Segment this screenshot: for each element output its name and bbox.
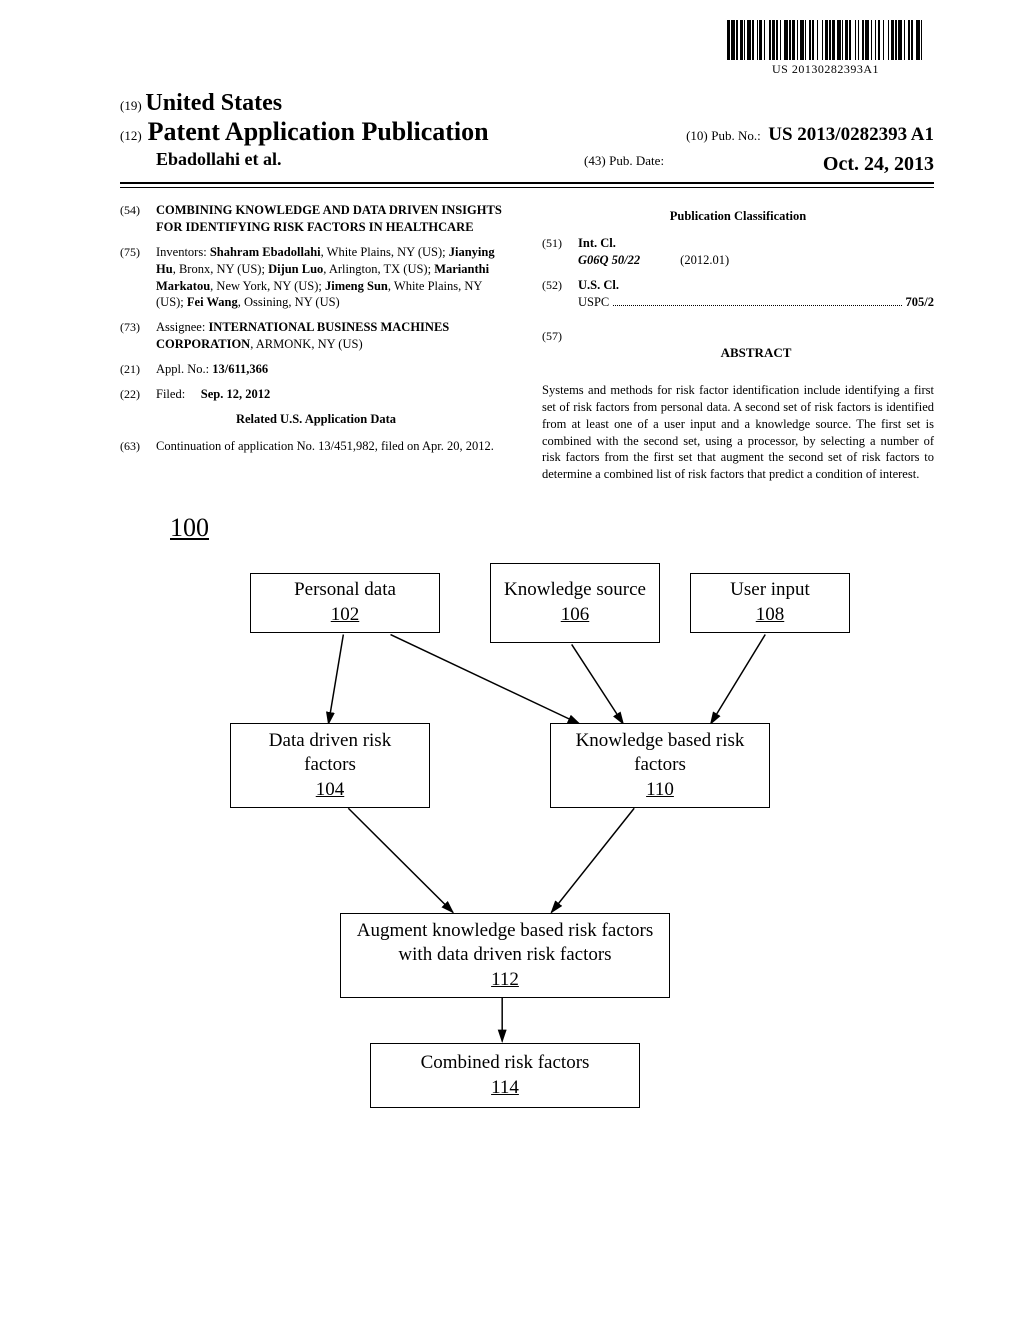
assignee-location: , ARMONK, NY (US) — [250, 337, 362, 351]
barcode-text: US 20130282393A1 — [727, 62, 924, 77]
us-cl-entry: (52) U.S. Cl. USPC 705/2 — [542, 277, 934, 311]
related-data-heading: Related U.S. Application Data — [120, 411, 512, 428]
assignee-label: Assignee: — [156, 320, 205, 334]
code-73: (73) — [120, 319, 156, 353]
abstract-entry: (57) ABSTRACT — [542, 328, 934, 374]
inventors-list: Shahram Ebadollahi, White Plains, NY (US… — [156, 245, 495, 310]
uspc-label: USPC — [578, 294, 609, 311]
code-57: (57) — [542, 328, 578, 374]
bibliographic-columns: (54) COMBINING KNOWLEDGE AND DATA DRIVEN… — [120, 202, 934, 483]
abstract-text: Systems and methods for risk factor iden… — [542, 382, 934, 483]
country-name: United States — [145, 90, 282, 116]
pub-date-label: Pub. Date: — [609, 153, 664, 168]
continuation-text: Continuation of application No. 13/451,9… — [156, 438, 512, 455]
title-entry: (54) COMBINING KNOWLEDGE AND DATA DRIVEN… — [120, 202, 512, 236]
flowchart-node-114: Combined risk factors114 — [370, 1043, 640, 1108]
code-21: (21) — [120, 361, 156, 378]
continuation-entry: (63) Continuation of application No. 13/… — [120, 438, 512, 455]
code-22: (22) — [120, 386, 156, 403]
barcode-block: US 20130282393A1 — [727, 20, 924, 77]
pub-date-value: Oct. 24, 2013 — [823, 153, 934, 176]
inventors-entry: (75) Inventors: Shahram Ebadollahi, Whit… — [120, 244, 512, 312]
code-75: (75) — [120, 244, 156, 312]
publication-type: Patent Application Publication — [148, 117, 489, 147]
pub-no-value: US 2013/0282393 A1 — [768, 124, 934, 145]
us-cl-label: U.S. Cl. — [578, 278, 619, 292]
flowchart-node-102: Personal data102 — [250, 573, 440, 633]
code-63: (63) — [120, 438, 156, 455]
code-43: (43) — [584, 153, 606, 168]
code-19: (19) — [120, 98, 142, 113]
author-names: Ebadollahi et al. — [156, 149, 282, 170]
filed-entry: (22) Filed: Sep. 12, 2012 — [120, 386, 512, 403]
pub-classification-heading: Publication Classification — [542, 208, 934, 225]
int-cl-entry: (51) Int. Cl. G06Q 50/22 (2012.01) — [542, 235, 934, 269]
inventors-label: Inventors: — [156, 245, 207, 259]
flowchart-node-104: Data driven risk factors104 — [230, 723, 430, 808]
code-52: (52) — [542, 277, 578, 311]
flowchart-node-106: Knowledge source106 — [490, 563, 660, 643]
int-cl-class: G06Q 50/22 — [578, 252, 640, 269]
header-rule-thick — [120, 182, 934, 184]
barcode-graphic — [727, 20, 924, 60]
code-10: (10) — [686, 128, 708, 143]
code-51: (51) — [542, 235, 578, 269]
filed-value: Sep. 12, 2012 — [201, 387, 270, 401]
right-column: Publication Classification (51) Int. Cl.… — [542, 202, 934, 483]
appl-no-entry: (21) Appl. No.: 13/611,366 — [120, 361, 512, 378]
flowchart-node-112: Augment knowledge based risk factors wit… — [340, 913, 670, 998]
code-12: (12) — [120, 128, 142, 144]
invention-title: COMBINING KNOWLEDGE AND DATA DRIVEN INSI… — [156, 202, 512, 236]
uspc-dots — [613, 305, 901, 306]
int-cl-label: Int. Cl. — [578, 236, 616, 250]
pub-no-label: Pub. No.: — [711, 128, 760, 143]
int-cl-date: (2012.01) — [680, 252, 729, 269]
uspc-value: 705/2 — [906, 294, 934, 311]
document-header: (19) United States (12) Patent Applicati… — [120, 90, 934, 188]
left-column: (54) COMBINING KNOWLEDGE AND DATA DRIVEN… — [120, 202, 512, 483]
assignee-entry: (73) Assignee: INTERNATIONAL BUSINESS MA… — [120, 319, 512, 353]
header-rule-thin — [120, 187, 934, 188]
appl-no-label: Appl. No.: — [156, 362, 209, 376]
abstract-heading: ABSTRACT — [578, 344, 934, 362]
code-54: (54) — [120, 202, 156, 236]
flowchart-node-110: Knowledge based risk factors110 — [550, 723, 770, 808]
figure-area: 100 Personal data102Knowledge source106U… — [120, 533, 934, 1153]
appl-no-value: 13/611,366 — [212, 362, 268, 376]
flowchart-node-108: User input108 — [690, 573, 850, 633]
filed-label: Filed: — [156, 387, 185, 401]
